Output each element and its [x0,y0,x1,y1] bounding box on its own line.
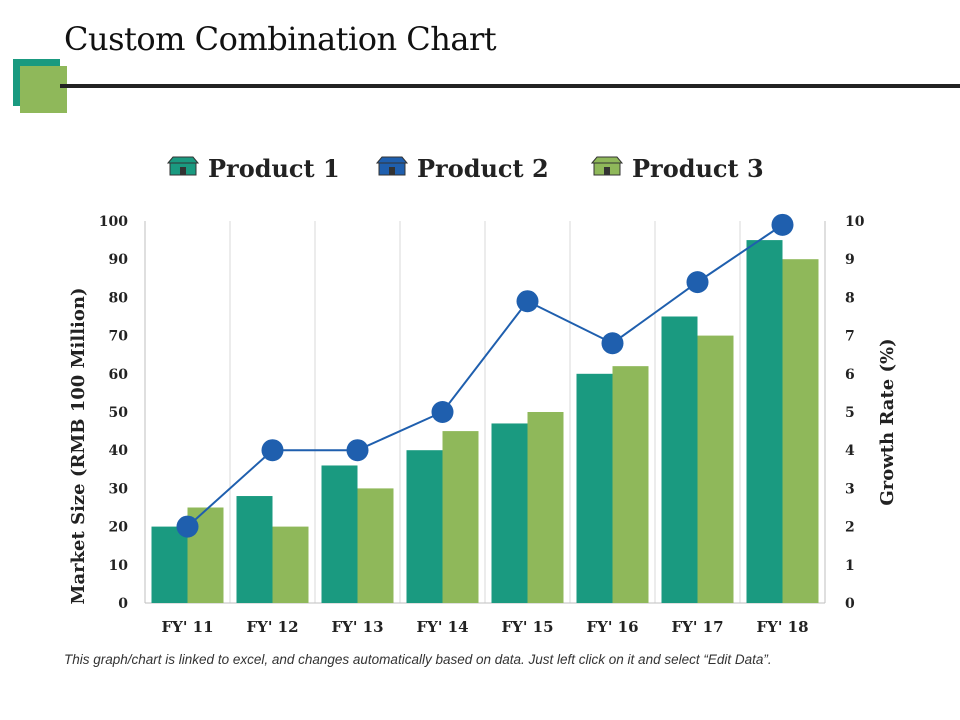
y2-tick-label: 5 [845,405,855,421]
page-title: Custom Combination Chart [64,20,497,58]
bar-product-1 [151,526,188,603]
bar-product-1 [576,373,613,603]
y2-tick-label: 2 [845,520,855,536]
bar-product-1 [236,496,273,603]
bar-product-1 [406,450,443,603]
chart-legend: Product 1 Product 2 Product 3 [166,154,764,183]
y-tick-label: 60 [109,367,129,383]
y-tick-label: 70 [109,329,129,345]
y-tick-label: 80 [109,290,129,306]
legend-label: Product 2 [417,154,549,183]
y-tick-label: 0 [118,596,128,612]
point-product-2 [516,290,539,313]
y-tick-label: 50 [109,405,129,421]
y2-tick-label: 7 [845,329,855,345]
bar-product-1 [321,465,358,603]
bar-product-3 [782,259,819,603]
bar-product-1 [661,316,698,603]
x-tick-label: FY' 17 [671,618,723,636]
y-tick-label: 100 [99,214,128,230]
chart-footnote: This graph/chart is linked to excel, and… [64,652,772,667]
point-product-2 [771,213,794,236]
bar-product-3 [442,431,479,603]
bar-product-1 [491,423,528,603]
chart-line-series [176,213,794,538]
x-tick-label: FY' 11 [161,618,213,636]
x-tick-label: FY' 18 [756,618,808,636]
bar-product-3 [612,366,649,603]
y2-tick-label: 9 [845,252,855,268]
x-tick-label: FY' 16 [586,618,638,636]
y-tick-label: 90 [109,252,129,268]
y-tick-label: 20 [109,520,129,536]
line-product-2 [186,223,784,528]
legend-label: Product 1 [208,154,340,183]
x-tick-label: FY' 14 [416,618,468,636]
y-tick-label: 30 [109,481,129,497]
chart-labels: 0 10 20 30 40 50 60 70 80 90 100 0 1 2 3 4 5 6 7 8 9 10 FY' 11… [68,214,898,636]
legend-label: Product 3 [632,154,764,183]
point-product-2 [431,401,454,423]
chart-bars [151,240,819,603]
x-tick-label: FY' 15 [501,618,553,636]
bar-product-3 [272,526,309,603]
bar-product-3 [697,335,734,603]
y2-tick-label: 8 [845,290,855,306]
y-tick-label: 10 [109,558,129,574]
title-rule [60,84,960,88]
legend-icon [590,156,624,176]
y2-tick-label: 4 [845,443,855,459]
legend-icon [166,156,200,176]
y2-tick-label: 0 [845,596,855,612]
y2-tick-label: 3 [845,481,855,497]
point-product-2 [261,439,284,462]
y2-tick-label: 1 [845,558,855,574]
x-tick-label: FY' 13 [331,618,383,636]
bar-product-3 [357,488,394,603]
y2-tick-label: 6 [845,367,855,383]
y-axis-title: Market Size (RMB 100 Million) [68,288,89,605]
x-tick-label: FY' 12 [246,618,298,636]
point-product-2 [176,515,199,538]
chart-gridlines [229,221,741,603]
point-product-2 [686,271,709,294]
bar-product-3 [527,412,564,603]
y2-axis-title: Growth Rate (%) [877,338,898,505]
y2-tick-label: 10 [845,214,865,230]
point-product-2 [601,332,624,355]
bar-product-1 [746,240,783,603]
legend-icon [375,156,409,176]
y-tick-label: 40 [109,443,129,459]
title-accent-light-square [20,66,67,113]
point-product-2 [346,439,369,462]
